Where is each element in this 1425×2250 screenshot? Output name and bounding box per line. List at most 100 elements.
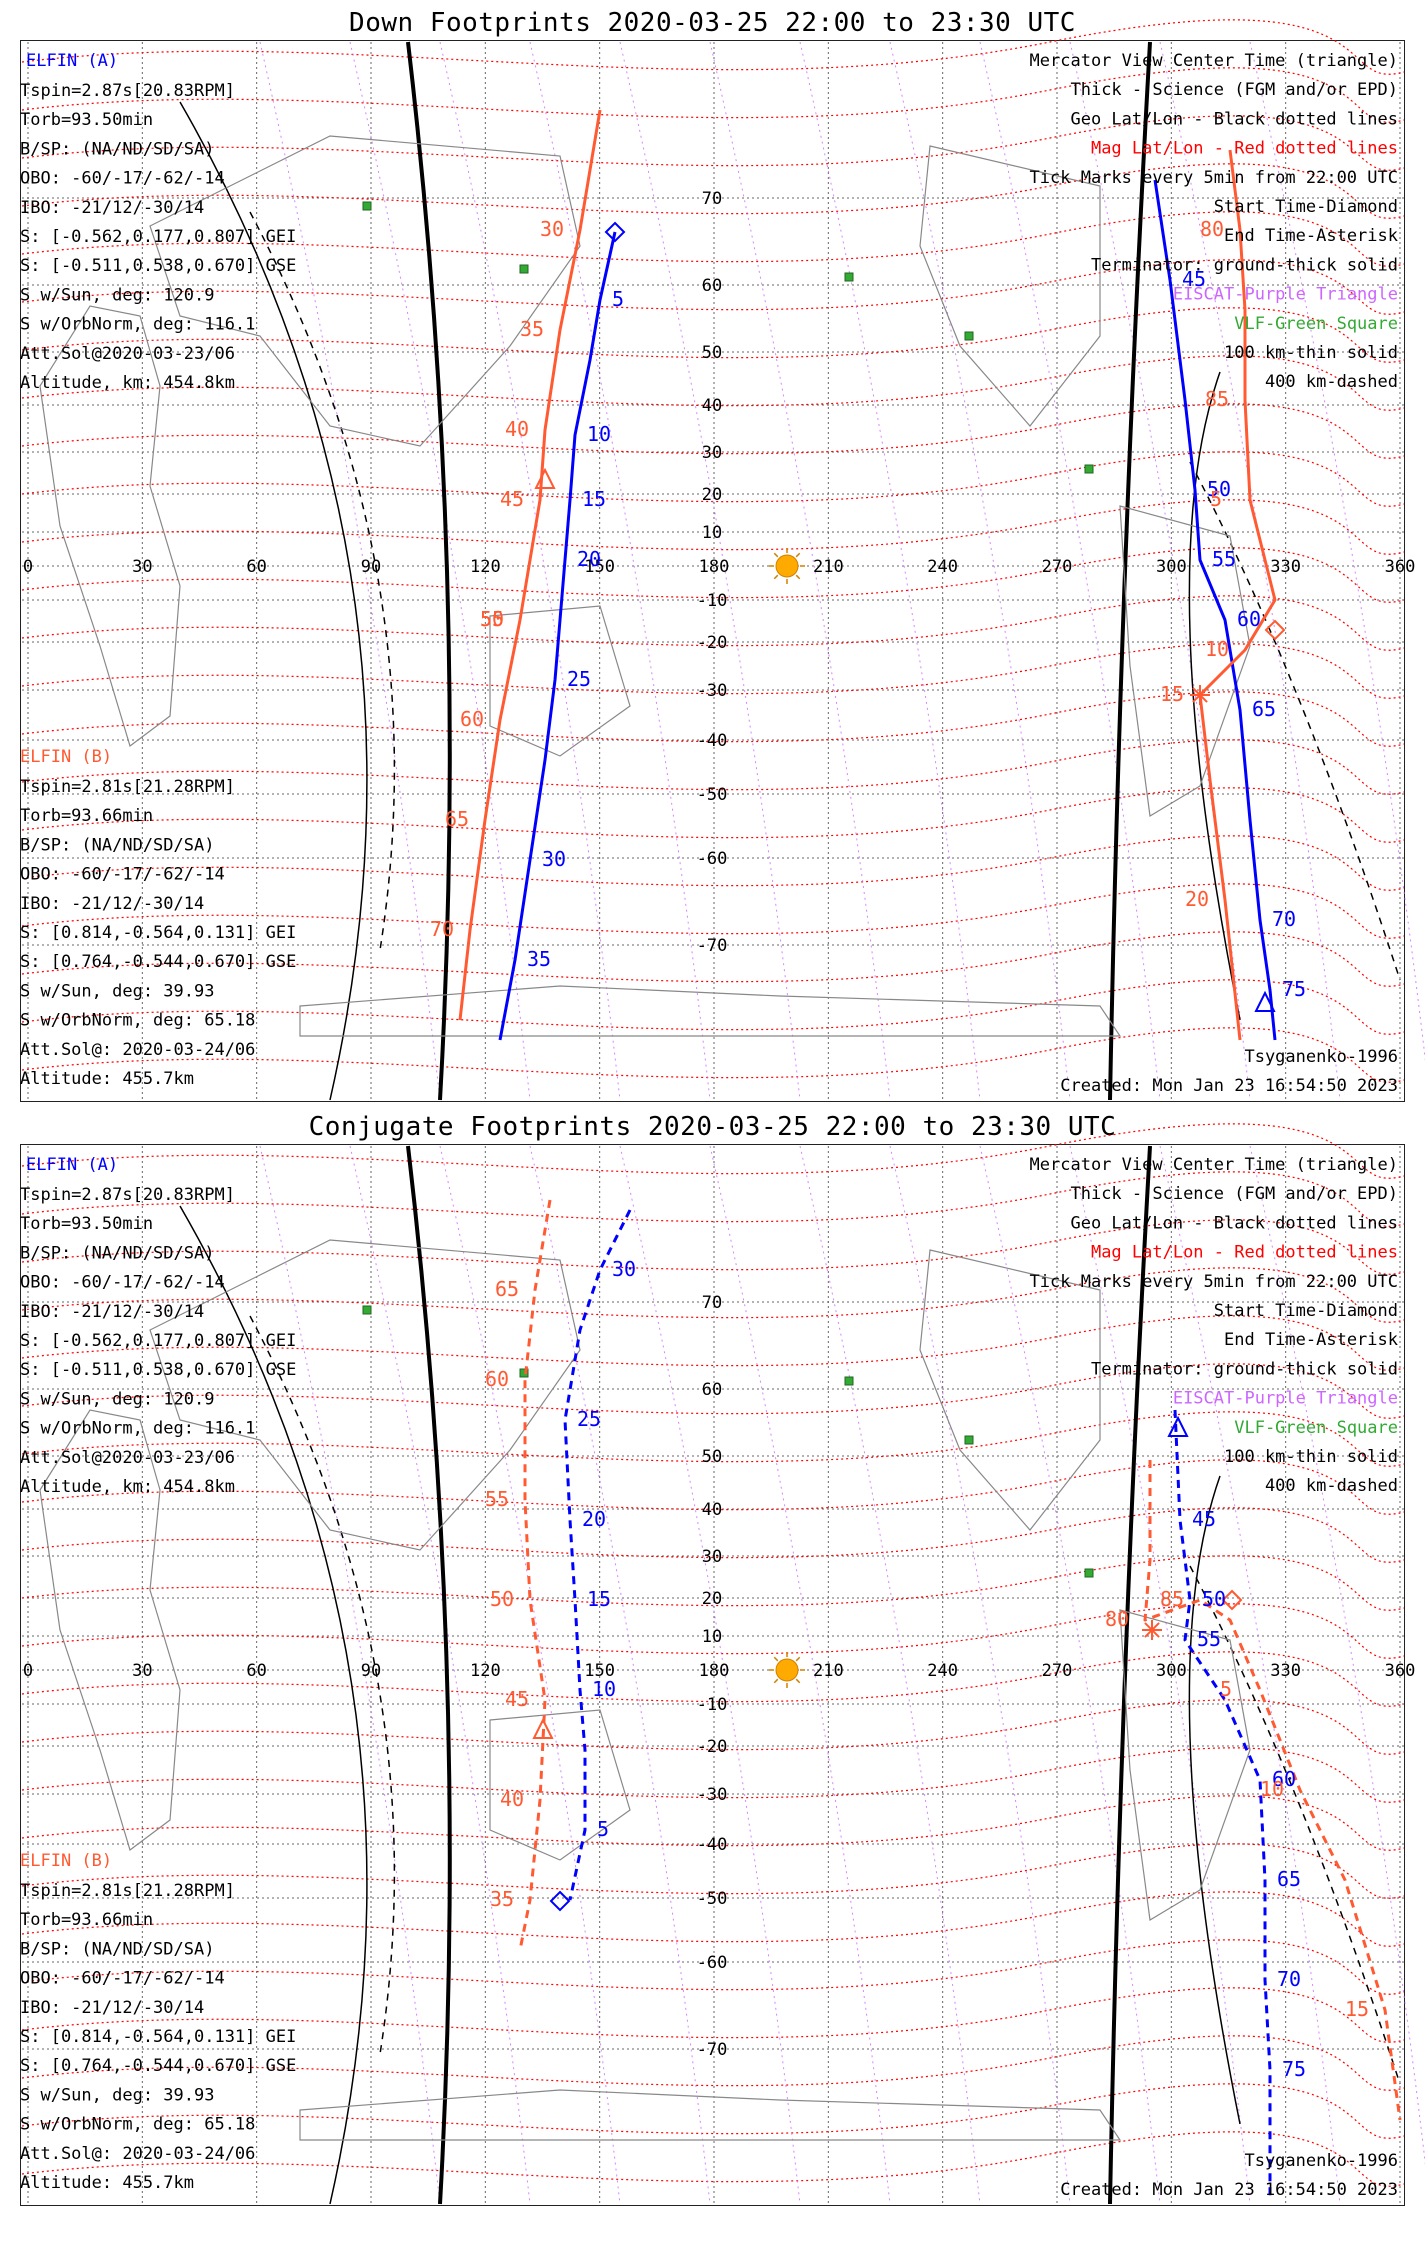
elfin-b-tick-label: 65 [445, 807, 469, 831]
mag-lon-line [529, 41, 711, 1101]
lat-label: 20 [702, 1589, 722, 1609]
elfin-b-info-line: S w/OrbNorm, deg: 65.18 [20, 1011, 255, 1031]
terminator-left [406, 1145, 452, 2205]
terminator-400km-right [1189, 461, 1401, 981]
lon-label: 270 [1042, 557, 1073, 577]
elfin-a-conjugate-track-east [1173, 1409, 1272, 2200]
elfin-b-conj-tick-label: 45 [505, 1687, 529, 1711]
legend-line: End Time-Asterisk [1224, 226, 1398, 246]
elfin-b-info-line: Att.Sol@: 2020-03-24/06 [20, 2144, 255, 2164]
lon-label: 300 [1156, 557, 1187, 577]
lon-label: 360 [1385, 557, 1416, 577]
lat-label: 60 [702, 276, 722, 296]
lon-label: 270 [1042, 1661, 1073, 1681]
elfin-a-tick-label-east: 55 [1212, 547, 1236, 571]
legend-line: Start Time-Diamond [1214, 1301, 1398, 1321]
lon-label: 240 [927, 1661, 958, 1681]
elfin-a-conj-tick-label: 15 [587, 1587, 611, 1611]
legend-line: Mercator View Center Time (triangle) [1030, 1155, 1398, 1175]
sun-ray [773, 1656, 779, 1662]
sun-ray [795, 1678, 801, 1684]
terminator-right [1108, 1145, 1152, 2205]
elfin-b-tick-label: 50 [480, 607, 504, 631]
mag-lon-line [709, 41, 891, 1101]
panel-2-title: Conjugate Footprints 2020-03-25 22:00 to… [308, 1112, 1117, 1142]
elfin-b-conj-tick-label-east: 5 [1220, 1677, 1232, 1701]
elfin-b-info-line: IBO: -21/12/-30/14 [20, 1998, 204, 2018]
elfin-a-conj-tick-label-east: 65 [1277, 1867, 1301, 1891]
elfin-b-conj-tick-label: 40 [500, 1787, 524, 1811]
elfin-a-info-line: Tspin=2.87s[20.83RPM] [20, 81, 235, 101]
legend-line: EISCAT-Purple Triangle [1173, 1389, 1398, 1409]
lon-label: 180 [699, 1661, 730, 1681]
elfin-b-track-east [1198, 149, 1277, 1041]
elfin-a-info-line: Att.Sol@2020-03-23/06 [20, 1448, 235, 1468]
elfin-b-label: ELFIN (B) [20, 747, 112, 767]
elfin-a-info-line: S w/OrbNorm, deg: 116.1 [20, 1419, 255, 1439]
continent-outline [149, 1239, 581, 1551]
lon-label: 150 [584, 557, 615, 577]
vlf-green-square [964, 331, 974, 341]
elfin-a-conj-tick-label-east: 75 [1282, 2057, 1306, 2081]
elfin-b-info-line: S: [0.814,-0.564,0.131] GEI [20, 2027, 296, 2047]
elfin-a-tick-label: 10 [587, 422, 611, 446]
mag-lon-line [709, 1145, 891, 2205]
elfin-b-tick-label: 35 [520, 317, 544, 341]
elfin-a-tick-label: 20 [577, 547, 601, 571]
legend-line: 100 km-thin solid [1224, 1447, 1398, 1467]
elfin-b-tick-label: 40 [505, 417, 529, 441]
lon-label: 210 [813, 557, 844, 577]
legend-line: Thick - Science (FGM and/or EPD) [1070, 80, 1398, 100]
elfin-b-info-line: Altitude: 455.7km [20, 2173, 194, 2193]
lat-label: 10 [702, 523, 722, 543]
lon-label: 30 [132, 557, 152, 577]
elfin-b-info-line: Torb=93.66min [20, 1910, 153, 1930]
terminator-100km-right [1188, 1475, 1241, 2125]
panel-1-frame [20, 40, 1405, 1102]
legend-line: VLF-Green Square [1234, 314, 1398, 334]
terminator-right [1108, 41, 1152, 1101]
elfin-a-conj-tick-label: 30 [612, 1257, 636, 1281]
legend-line: End Time-Asterisk [1224, 1330, 1398, 1350]
elfin-b-info-line: B/SP: (NA/ND/SD/SA) [20, 835, 214, 855]
elfin-a-info-line: S: [-0.511,0.538,0.670] GSE [20, 256, 296, 276]
elfin-a-info-line: S w/Sun, deg: 120.9 [20, 285, 214, 305]
elfin-a-conj-tick-label: 10 [592, 1677, 616, 1701]
lon-label: 30 [132, 1661, 152, 1681]
elfin-b-info-line: Torb=93.66min [20, 806, 153, 826]
elfin-a-info-line: OBO: -60/-17/-62/-14 [20, 1273, 225, 1293]
lat-label: 60 [702, 1380, 722, 1400]
lat-label: 50 [702, 1447, 722, 1467]
elfin-a-info-line: Torb=93.50min [20, 110, 153, 130]
lat-label: 40 [702, 396, 722, 416]
lon-label: 360 [1385, 1661, 1416, 1681]
elfin-b-tick-label: 70 [430, 917, 454, 941]
elfin-a-info-line: B/SP: (NA/ND/SD/SA) [20, 139, 214, 159]
elfin-b-conj-tick-label-east: 10 [1260, 1777, 1284, 1801]
lon-label: 180 [699, 557, 730, 577]
elfin-a-info-line: B/SP: (NA/ND/SD/SA) [20, 1243, 214, 1263]
continent-outline [1119, 505, 1251, 817]
elfin-b-info-line: S w/Sun, deg: 39.93 [20, 981, 214, 1001]
elfin-a-label: ELFIN (A) [26, 1155, 118, 1175]
sun-ray [773, 574, 779, 580]
lon-label: 0 [23, 1661, 33, 1681]
info-panel-2: ELFIN (A) Tspin=2.87s[20.83RPM] Torb=93.50… [20, 1155, 1398, 2200]
lon-label: 60 [246, 557, 266, 577]
elfin-b-conj-tick-label: 60 [485, 1367, 509, 1391]
vlf-green-square [844, 272, 854, 282]
elfin-b-info-line: Att.Sol@: 2020-03-24/06 [20, 1040, 255, 1060]
continent-outline [299, 985, 1122, 1037]
terminator-100km [179, 1205, 368, 2205]
lon-label: 240 [927, 557, 958, 577]
sun-ray [795, 1656, 801, 1662]
lat-label: 50 [702, 343, 722, 363]
sun-disc [775, 1658, 799, 1682]
lon-label: 150 [584, 1661, 615, 1681]
lon-label: 90 [361, 1661, 381, 1681]
elfin-a-tick-label-east: 65 [1252, 697, 1276, 721]
terminator-100km-right [1188, 371, 1241, 1021]
lat-label: -20 [697, 1737, 728, 1757]
legend-line: Mercator View Center Time (triangle) [1030, 51, 1398, 71]
lat-label: -70 [697, 2040, 728, 2060]
